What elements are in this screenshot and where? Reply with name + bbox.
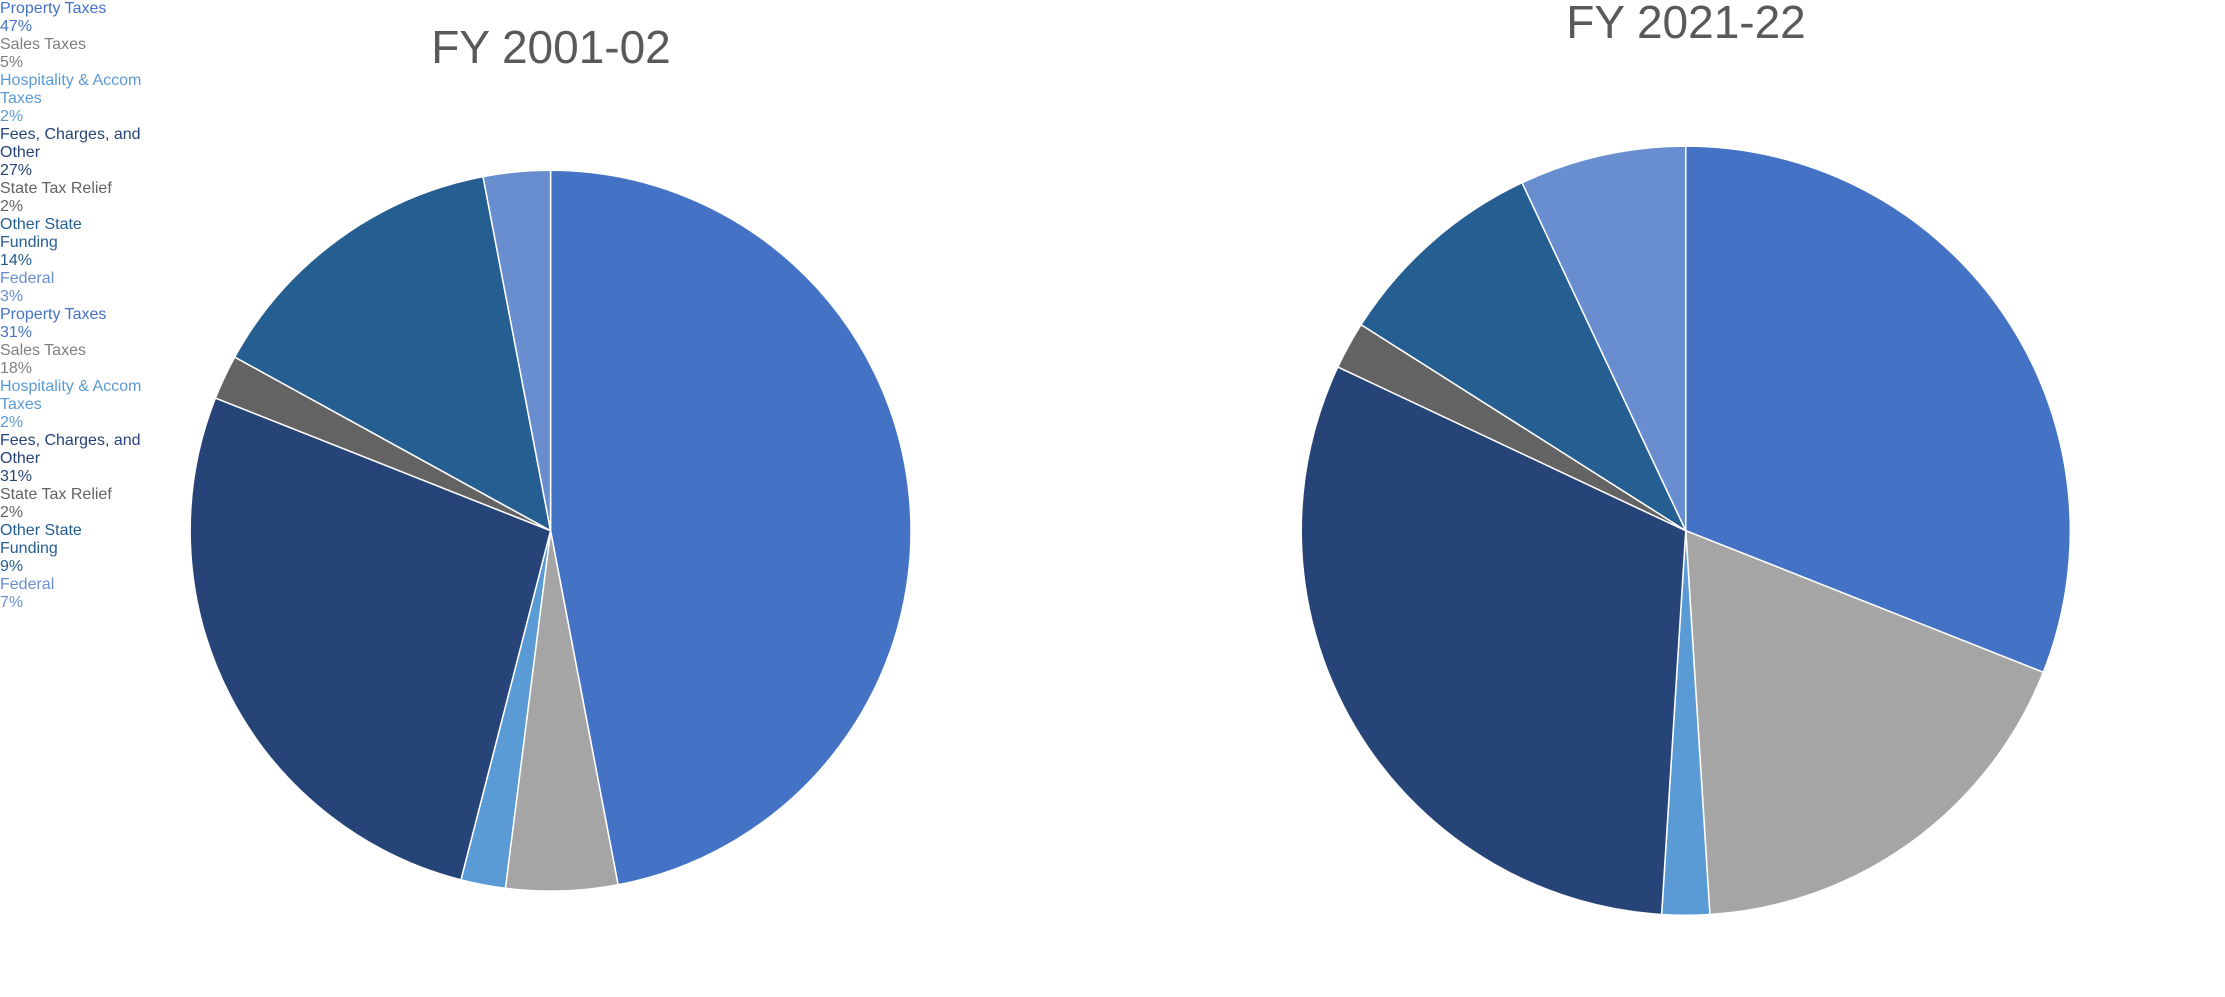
value-label: 9% [0,558,24,575]
value-label: 14% [0,252,33,269]
pie-slice [1521,145,1687,532]
category-name: Other State Funding [0,522,82,557]
slice-label: Hospitality & Accom Taxes 2% [0,378,170,432]
category-name: Property Taxes [0,0,107,17]
pie-slice [1360,181,1688,533]
slice-label: Federal 3% [0,270,120,306]
pie-slice [1684,529,2045,916]
slice-label: Property Taxes 47% [0,0,200,36]
value-label: 31% [0,324,33,341]
slice-label: Hospitality & Accom Taxes 2% [0,72,170,126]
slice-label: Sales Taxes 5% [0,36,180,72]
value-label: 7% [0,594,24,611]
value-label: 2% [0,504,24,521]
value-label: 18% [0,360,33,377]
value-label: 2% [0,198,24,215]
category-name: State Tax Relief [0,180,112,197]
category-name: Sales Taxes [0,36,86,53]
category-name: Fees, Charges, and Other [0,126,141,161]
value-label: 2% [0,108,24,125]
slice-label: Other State Funding 9% [0,522,140,576]
value-label: 5% [0,54,24,71]
pie-slice [1300,365,1687,916]
category-name: Property Taxes [0,306,107,323]
pie-slice [1685,145,2072,674]
slice-label: Property Taxes 31% [0,306,200,342]
category-name: Federal [0,270,55,287]
category-name: Fees, Charges, and Other [0,432,141,467]
slice-label: State Tax Relief 2% [0,486,200,522]
slice-label: Sales Taxes 18% [0,342,180,378]
value-label: 27% [0,162,33,179]
category-name: Federal [0,576,55,593]
category-name: Hospitality & Accom Taxes [0,72,142,107]
category-name: Other State Funding [0,216,82,251]
pie-slice [482,169,552,531]
slice-label: Fees, Charges, and Other 31% [0,432,170,486]
chart-title: FY 2021-22 [1566,0,1806,48]
category-name: Hospitality & Accom Taxes [0,378,142,413]
slice-label: Federal 7% [0,576,120,612]
value-label: 31% [0,468,33,485]
category-name: Sales Taxes [0,342,86,359]
value-label: 2% [0,414,24,431]
slice-label: Other State Funding 14% [0,216,140,270]
slice-label: Fees, Charges, and Other 27% [0,126,170,180]
pie-slice [549,169,912,886]
slice-label: State Tax Relief 2% [0,180,200,216]
chart-title: FY 2001-02 [431,21,671,73]
pie-slice [233,175,552,533]
value-label: 3% [0,288,24,305]
value-label: 47% [0,18,33,35]
category-name: State Tax Relief [0,486,112,503]
pie-slice [189,397,552,881]
